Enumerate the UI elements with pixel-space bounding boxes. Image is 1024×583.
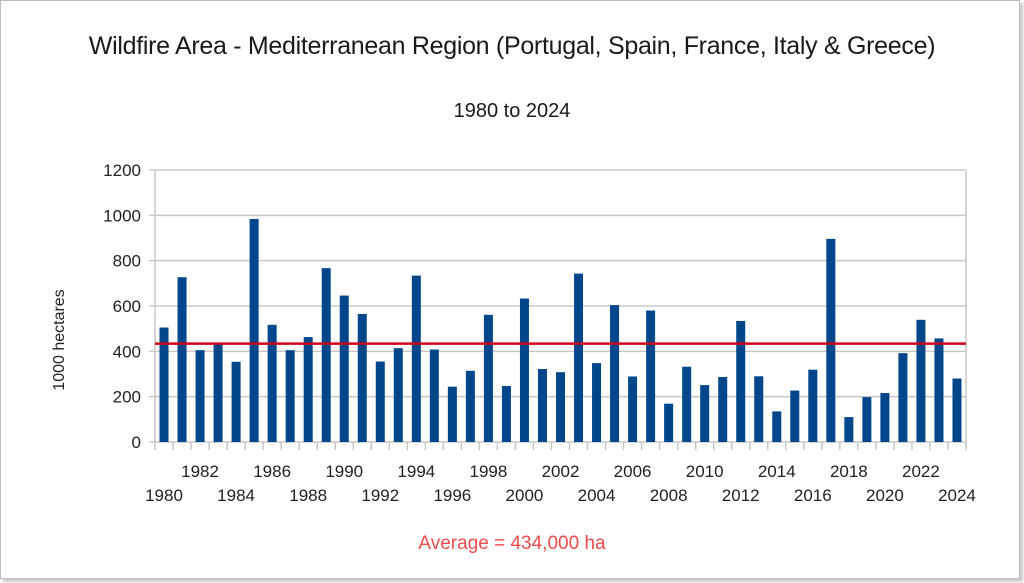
bar-1992 — [375, 361, 385, 442]
bar-2010 — [700, 385, 710, 442]
bar-2003 — [574, 273, 584, 442]
x-axis-ticks: 1982 1986 1990 1994 1998 2002 2006 2010 2014 2018… — [145, 442, 976, 505]
bar-1994 — [411, 275, 421, 442]
chart-subtitle: 1980 to 2024 — [453, 100, 571, 122]
bar-2018 — [844, 417, 854, 442]
x-tick-label: 2010 — [686, 462, 724, 481]
x-tick-label: 1984 — [217, 486, 255, 505]
chart-title: Wildfire Area - Mediterranean Region (Po… — [88, 32, 936, 60]
bar-1987 — [285, 350, 295, 442]
bar-1985 — [249, 218, 259, 442]
bar-2024 — [952, 378, 962, 442]
bar-2019 — [862, 397, 872, 442]
bar-2016 — [808, 369, 818, 442]
x-tick-label: 2012 — [722, 486, 760, 505]
x-tick-label: 1986 — [253, 462, 291, 481]
y-tick-label: 600 — [113, 297, 141, 316]
bar-1997 — [465, 370, 475, 442]
x-tick-label: 2006 — [614, 462, 652, 481]
y-tick-label: 400 — [113, 342, 141, 361]
y-tick-label: 1200 — [103, 161, 141, 180]
bar-2013 — [754, 376, 764, 442]
x-tick-label: 1994 — [397, 462, 435, 481]
y-tick-label: 1000 — [103, 206, 141, 225]
y-tick-label: 0 — [132, 433, 141, 452]
bar-2017 — [826, 238, 836, 442]
bar-1981 — [177, 277, 187, 442]
bar-1995 — [429, 349, 439, 442]
bar-2012 — [736, 320, 746, 442]
bar-2002 — [555, 372, 566, 442]
x-tick-label: 1998 — [469, 462, 507, 481]
x-tick-label: 1980 — [145, 486, 183, 505]
bar-1983 — [213, 343, 223, 442]
average-annotation: Average = 434,000 ha — [418, 533, 606, 554]
bar-2023 — [934, 338, 944, 442]
x-tick-label: 2014 — [758, 462, 796, 481]
x-tick-label: 1992 — [361, 486, 399, 505]
x-tick-label: 1988 — [289, 486, 327, 505]
bar-1989 — [321, 268, 331, 442]
bar-2015 — [790, 390, 800, 442]
bar-1990 — [339, 295, 349, 442]
x-tick-label: 1996 — [433, 486, 471, 505]
x-tick-label: 2022 — [902, 462, 940, 481]
x-tick-label: 2002 — [542, 462, 580, 481]
x-tick-label: 1982 — [181, 462, 219, 481]
bar-1982 — [195, 350, 205, 442]
bar-2020 — [880, 393, 890, 442]
bar-2001 — [537, 369, 547, 442]
bar-2005 — [610, 305, 620, 442]
bar-2004 — [592, 363, 602, 442]
bar-2000 — [519, 298, 529, 442]
x-tick-label: 2020 — [866, 486, 904, 505]
y-axis-ticks: 0 200 400 600 800 1000 1200 — [103, 161, 141, 452]
x-tick-label: 2004 — [578, 486, 616, 505]
x-tick-label: 2000 — [506, 486, 544, 505]
y-axis-label: 1000 hectares — [51, 289, 68, 390]
bar-1991 — [357, 313, 367, 442]
bar-2008 — [664, 403, 674, 442]
bar-2022 — [916, 319, 926, 442]
bar-1980 — [159, 327, 169, 442]
y-tick-label: 200 — [113, 388, 141, 407]
bar-2009 — [682, 366, 692, 442]
bar-1984 — [231, 361, 241, 442]
bar-1999 — [501, 386, 511, 442]
x-tick-label: 1990 — [325, 462, 363, 481]
bars — [159, 218, 962, 442]
bar-2006 — [628, 376, 638, 442]
bar-1986 — [267, 324, 277, 442]
bar-1988 — [303, 337, 313, 442]
x-tick-label: 2018 — [830, 462, 868, 481]
bar-1996 — [447, 386, 457, 442]
bar-2021 — [898, 353, 908, 442]
bar-1993 — [393, 348, 403, 442]
y-tick-label: 800 — [113, 252, 141, 271]
bar-2007 — [646, 310, 656, 442]
x-tick-label: 2016 — [794, 486, 832, 505]
x-tick-label: 2008 — [650, 486, 688, 505]
bar-2014 — [772, 411, 782, 442]
bar-2011 — [718, 376, 728, 442]
bar-1998 — [483, 314, 493, 442]
x-tick-label: 2024 — [938, 486, 976, 505]
